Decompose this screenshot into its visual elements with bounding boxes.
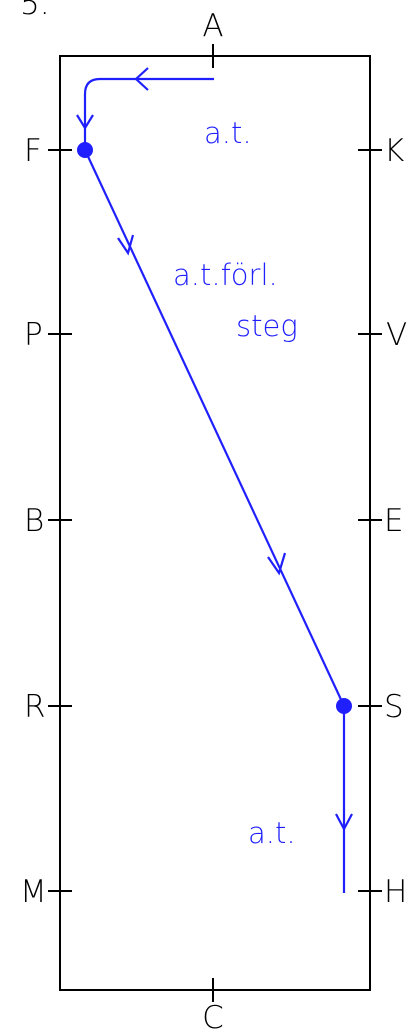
letter-right-3: E: [384, 503, 404, 539]
arrowhead-diagonal-1-icon: [117, 234, 135, 256]
arrowhead-corner-icon: [76, 114, 94, 131]
label-first: a.t.: [204, 116, 252, 150]
label-diagonal-line1: a.t.förl.: [173, 258, 278, 292]
letter-left-4: R: [24, 689, 46, 725]
route-segment-f-to-s: [84, 149, 345, 707]
label-diagonal-line2: steg: [236, 309, 298, 343]
label-last: a.t.: [248, 816, 296, 850]
marker-s: [336, 698, 352, 714]
letter-bottom: C: [202, 1000, 224, 1033]
letter-left-2: P: [24, 317, 43, 353]
letter-right-2: V: [386, 317, 407, 353]
arrowhead-top-icon: [134, 67, 149, 91]
letter-right-4: S: [384, 689, 404, 725]
marker-f: [77, 142, 93, 158]
route-segment-a-to-f: [83, 77, 214, 150]
arena-border: [59, 55, 371, 991]
letter-left-1: F: [24, 133, 42, 169]
arrowhead-bottom-icon: [335, 813, 353, 832]
letter-left-5: M: [20, 874, 47, 910]
letter-top: A: [202, 8, 223, 44]
arrowhead-diagonal-2-icon: [267, 552, 287, 576]
route: a.t. a.t.förl. steg a.t.: [76, 67, 353, 893]
letter-left-3: B: [24, 503, 44, 539]
letter-right-5: H: [384, 874, 407, 910]
letter-right-1: K: [384, 133, 404, 169]
header-partial-text: 5.: [20, 0, 50, 22]
